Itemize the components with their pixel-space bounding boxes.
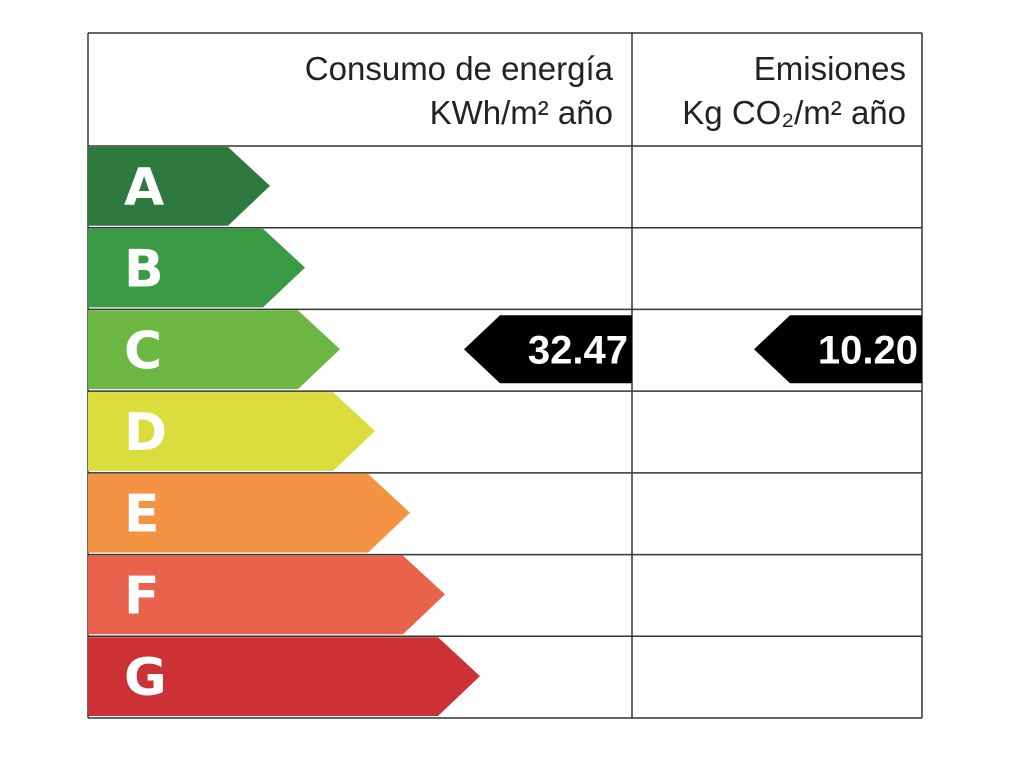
- rating-value: 32.47: [528, 328, 628, 372]
- grade-letter: A: [124, 158, 164, 218]
- energy-title: Consumo de energía: [305, 50, 614, 87]
- grade-letter: D: [124, 403, 167, 463]
- grade-arrow: [88, 228, 305, 308]
- grade-letter: B: [124, 240, 164, 300]
- rating-value: 10.20: [818, 328, 918, 372]
- grade-letter: C: [124, 321, 162, 381]
- grade-arrow: [88, 473, 410, 553]
- rating-pointer: [464, 315, 632, 384]
- rating-pointer: [754, 315, 922, 384]
- grade-letter: G: [124, 648, 167, 708]
- grade-letter: F: [124, 566, 160, 626]
- grade-letter: E: [124, 485, 160, 545]
- grade-arrow: [88, 310, 340, 390]
- emissions-unit: Kg CO₂/m² año: [682, 94, 906, 131]
- emissions-title: Emisiones: [754, 50, 906, 87]
- grade-arrow: [88, 555, 445, 635]
- grade-arrow: [88, 392, 375, 471]
- grade-arrow: [88, 147, 270, 226]
- grade-arrow: [88, 637, 480, 716]
- energy-unit: KWh/m² año: [430, 94, 613, 131]
